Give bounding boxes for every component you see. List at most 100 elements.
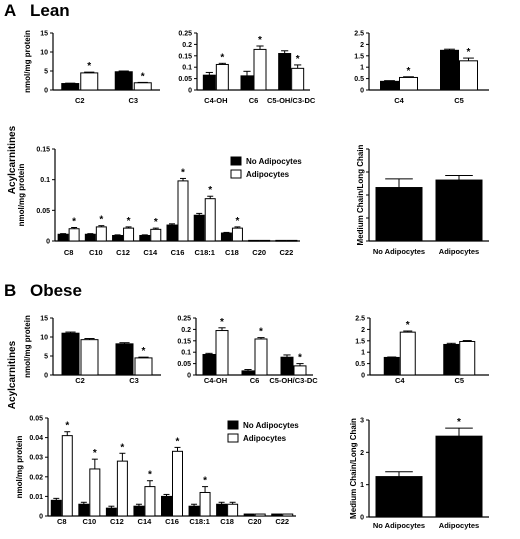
chart-lean_c4oh_c6_c5oh: 0 0.05 0.1 0.15 0.2 0.25 * C4-OH * C6 * C5-OH/C3-DC xyxy=(178,31,316,106)
bar-adipocytes xyxy=(134,357,153,376)
y-tick-label: 1.5 xyxy=(354,53,364,60)
legend-label-no-adipocytes: No Adipocytes xyxy=(246,157,302,166)
category-label: C5-OH/C3-DC xyxy=(269,376,318,385)
panel-title-obese: Obese xyxy=(30,281,82,300)
significance-marker: * xyxy=(406,320,410,331)
category-label: C18:1 xyxy=(189,517,209,526)
y-tick-label: 0.1 xyxy=(40,177,50,184)
y-tick-label: 0.1 xyxy=(181,350,191,357)
chart-obese_c2_c3: 0 5 10 15 nmol/mg protein C2 * C3 xyxy=(23,315,161,385)
significance-marker: * xyxy=(298,353,302,364)
bar-adipocytes xyxy=(199,491,211,517)
category-label: Adipocytes xyxy=(439,521,479,530)
bar-ratio xyxy=(375,187,423,242)
category-label: C5 xyxy=(454,376,464,385)
chart-obese_long_chain: 0 0.01 0.02 0.03 0.04 0.05 nmol/mg protein * C8 *… xyxy=(15,416,296,526)
y-tick-label: 2 xyxy=(360,42,364,49)
bar-no-adipocytes xyxy=(202,353,216,376)
category-label: No Adipocytes xyxy=(373,521,425,530)
y-tick-label: 5 xyxy=(44,354,48,361)
category-label: C4-OH xyxy=(204,96,227,105)
y-tick-label: 0.15 xyxy=(177,338,191,345)
bar-adipocytes xyxy=(123,227,135,242)
y-axis-label: Medium Chain/Long Chain xyxy=(356,144,365,245)
y-tick-label: 2 xyxy=(360,450,364,457)
y-tick-label: 0 xyxy=(187,373,191,380)
category-label: Adipocytes xyxy=(439,247,479,256)
category-label: C10 xyxy=(89,248,103,257)
y-tick-label: 0.15 xyxy=(36,147,50,154)
bar-no-adipocytes xyxy=(112,234,124,242)
legend-swatch-adipocytes xyxy=(230,169,242,179)
legend-swatch-adipocytes xyxy=(227,433,239,443)
category-label: C12 xyxy=(110,517,124,526)
bar-no-adipocytes xyxy=(240,75,254,91)
bar-adipocytes xyxy=(150,228,162,242)
bar-no-adipocytes xyxy=(139,234,151,242)
significance-marker: * xyxy=(65,421,69,432)
y-tick-label: 0.05 xyxy=(178,76,192,83)
bar-no-adipocytes xyxy=(271,513,283,517)
bar-no-adipocytes xyxy=(383,356,400,376)
category-label: C8 xyxy=(64,248,74,257)
significance-marker: * xyxy=(127,216,131,227)
bar-adipocytes xyxy=(399,331,416,376)
y-tick-label: 0.05 xyxy=(36,208,50,215)
category-label: C16 xyxy=(171,248,185,257)
bar-no-adipocytes xyxy=(105,507,117,517)
bar-adipocytes xyxy=(459,340,476,376)
bar-no-adipocytes xyxy=(216,503,228,517)
y-tick-label: 0.05 xyxy=(29,416,43,423)
bar-ratio xyxy=(435,435,483,518)
category-label: C22 xyxy=(280,248,294,257)
bar-adipocytes xyxy=(399,76,418,91)
y-tick-label: 10 xyxy=(40,50,48,57)
bar-no-adipocytes xyxy=(241,370,255,376)
bar-adipocytes xyxy=(231,227,243,242)
category-label: C16 xyxy=(165,517,179,526)
y-tick-label: 1 xyxy=(360,482,364,489)
y-tick-label: 0.03 xyxy=(29,455,43,462)
significance-marker: * xyxy=(457,417,461,428)
significance-marker: * xyxy=(258,35,262,46)
y-tick-label: 0 xyxy=(360,515,364,522)
bar-adipocytes xyxy=(89,468,101,517)
bar-no-adipocytes xyxy=(133,505,145,517)
y-tick-label: 0.25 xyxy=(178,31,192,38)
category-label: C4 xyxy=(395,376,405,385)
category-label: C4-OH xyxy=(204,376,227,385)
significance-marker: * xyxy=(87,61,91,72)
bar-ratio xyxy=(375,476,423,518)
bar-ratio xyxy=(435,179,483,242)
legend-label-no-adipocytes: No Adipocytes xyxy=(243,421,299,430)
significance-marker: * xyxy=(181,167,185,178)
y-axis-label: nmol/mg protein xyxy=(23,30,32,93)
bar-adipocytes xyxy=(172,450,183,517)
bar-adipocytes xyxy=(144,486,156,517)
y-tick-label: 0 xyxy=(44,88,48,95)
bar-adipocytes xyxy=(459,60,478,91)
bar-adipocytes xyxy=(133,82,152,91)
legend-label-adipocytes: Adipocytes xyxy=(243,434,287,443)
significance-marker: * xyxy=(259,327,263,338)
bar-no-adipocytes xyxy=(78,503,90,517)
y-tick-label: 0.01 xyxy=(29,494,43,501)
bar-no-adipocytes xyxy=(202,74,216,91)
y-tick-label: 1 xyxy=(360,65,364,72)
significance-marker: * xyxy=(176,436,180,447)
category-label: C3 xyxy=(129,376,139,385)
bar-adipocytes xyxy=(95,226,107,242)
y-tick-label: 0.5 xyxy=(354,76,364,83)
y-tick-label: 0 xyxy=(46,239,50,246)
bar-no-adipocytes xyxy=(115,343,134,376)
bar-adipocytes xyxy=(259,239,271,242)
chart-lean_ratio: Medium Chain/Long Chain No Adipocytes Adip… xyxy=(356,144,489,256)
bar-no-adipocytes xyxy=(50,499,62,517)
category-label: C20 xyxy=(248,517,262,526)
y-tick-label: 0.5 xyxy=(355,361,365,368)
category-label: C5-OH/C3-DC xyxy=(267,96,316,105)
legend-lean: No Adipocytes Adipocytes xyxy=(230,156,302,179)
bar-no-adipocytes xyxy=(61,332,80,376)
bar-no-adipocytes xyxy=(220,232,232,242)
bar-adipocytes xyxy=(80,72,99,91)
